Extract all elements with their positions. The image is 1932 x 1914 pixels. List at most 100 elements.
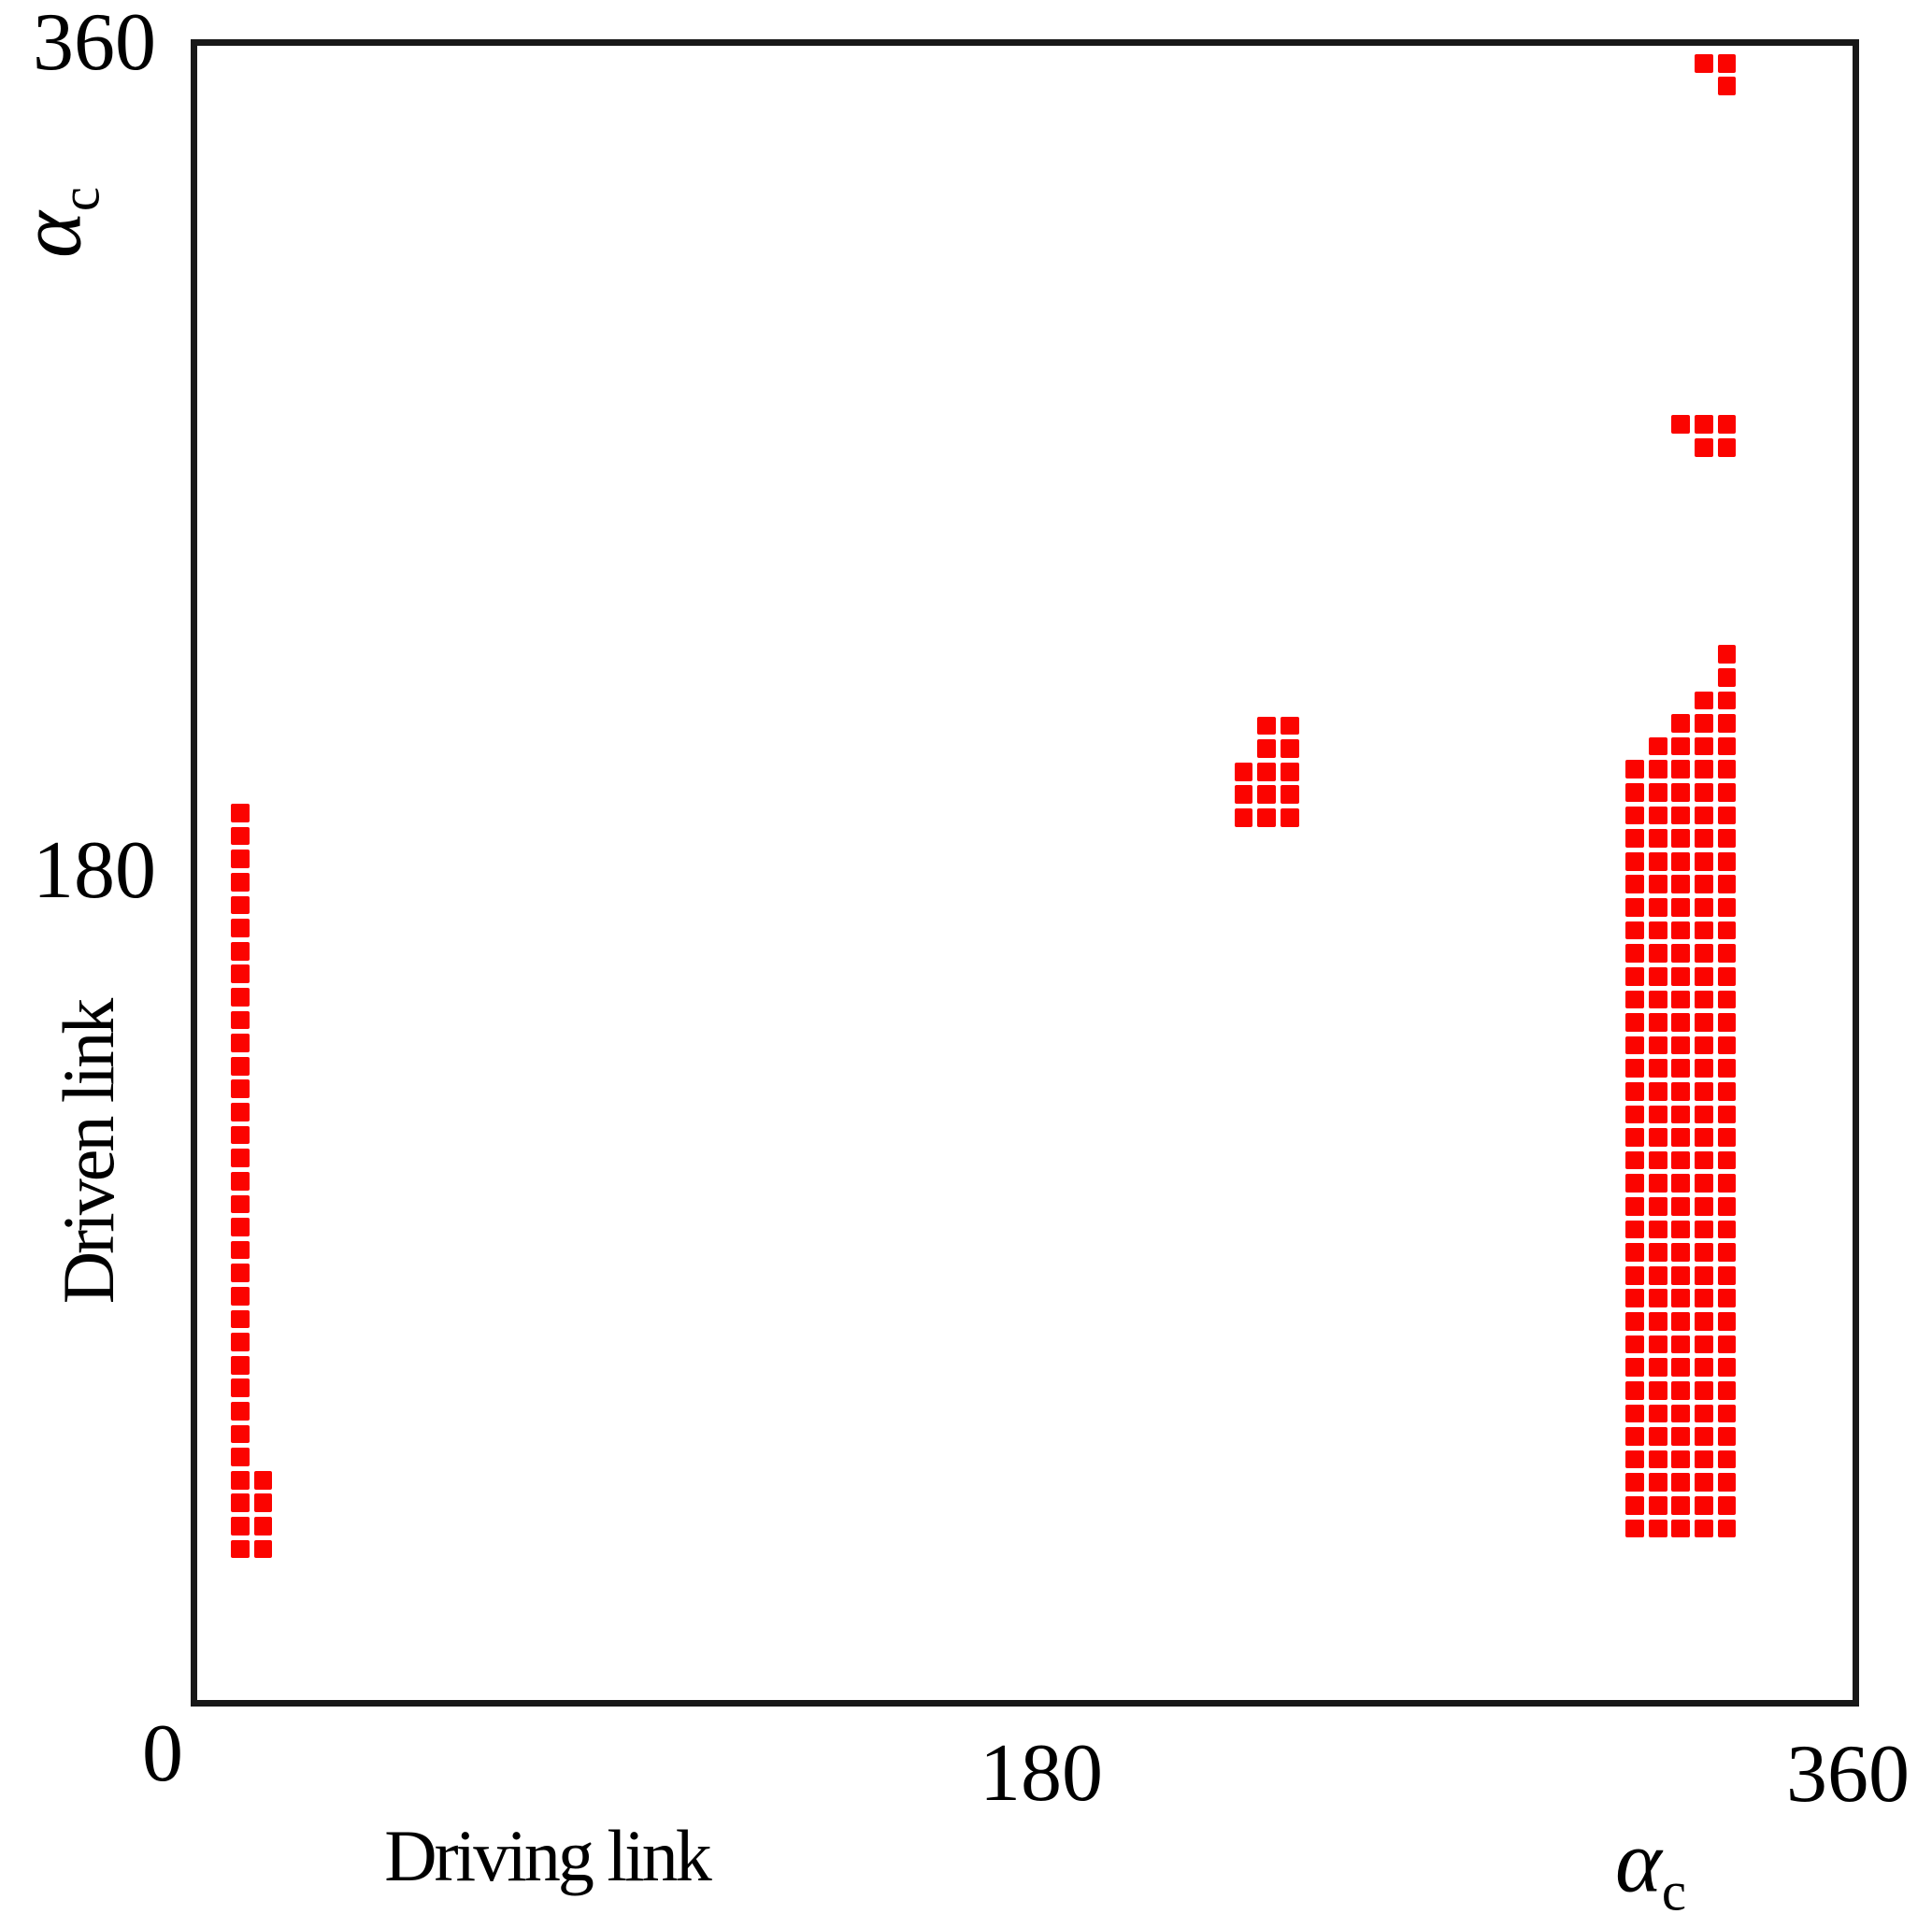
- data-point: [1671, 1404, 1691, 1423]
- data-point: [1695, 53, 1713, 73]
- y-axis-title: Driven link: [48, 1000, 129, 1305]
- plot-border: [191, 39, 1859, 1707]
- data-point: [1625, 1265, 1644, 1285]
- data-point: [230, 1355, 250, 1375]
- data-point: [230, 919, 250, 937]
- data-point: [1625, 1220, 1644, 1239]
- x-axis-symbol-subscript: c: [1661, 1861, 1687, 1914]
- data-point: [230, 1171, 250, 1191]
- data-point: [1717, 898, 1737, 917]
- data-point: [1671, 1036, 1691, 1055]
- data-point: [1671, 806, 1691, 825]
- data-point: [1717, 645, 1737, 664]
- data-point: [1695, 1174, 1713, 1193]
- data-point: [1648, 736, 1667, 756]
- data-point: [1648, 944, 1667, 963]
- x-axis-title: Driving link: [384, 1815, 711, 1896]
- y-axis-symbol: αc: [1, 187, 111, 258]
- data-point: [1671, 1265, 1691, 1285]
- data-point: [1717, 667, 1737, 687]
- data-point: [230, 872, 250, 892]
- data-point: [1648, 1013, 1667, 1032]
- data-point: [1648, 1495, 1667, 1515]
- data-point: [1280, 716, 1299, 736]
- data-point: [1671, 1128, 1691, 1147]
- data-point: [230, 964, 250, 984]
- data-point: [1717, 783, 1737, 802]
- data-point: [230, 1010, 250, 1030]
- data-point: [1648, 1473, 1667, 1493]
- data-point: [1625, 944, 1644, 963]
- data-point: [1695, 1289, 1713, 1308]
- data-point: [1695, 829, 1713, 848]
- data-point: [1234, 762, 1253, 781]
- data-point: [1695, 714, 1713, 733]
- data-point: [1695, 1265, 1713, 1285]
- data-point: [1671, 1059, 1691, 1078]
- data-point: [1671, 1495, 1691, 1515]
- data-point: [230, 1333, 250, 1351]
- data-point: [1625, 1059, 1644, 1078]
- data-point: [1695, 1150, 1713, 1170]
- data-point: [1717, 1265, 1737, 1285]
- data-point: [1625, 1013, 1644, 1032]
- x-axis-tick-0: 0: [142, 1708, 183, 1799]
- y-axis-symbol-base: α: [0, 211, 100, 259]
- data-point: [1648, 1174, 1667, 1193]
- data-point: [230, 941, 250, 961]
- data-point: [1671, 736, 1691, 756]
- data-point: [1625, 1473, 1644, 1493]
- data-point: [1625, 760, 1644, 779]
- data-point: [230, 1218, 250, 1236]
- data-point: [1648, 851, 1667, 871]
- data-point: [1717, 415, 1737, 434]
- data-point: [1695, 1427, 1713, 1446]
- data-point: [1648, 1265, 1667, 1285]
- data-point: [1717, 1013, 1737, 1032]
- data-point: [1625, 1197, 1644, 1216]
- data-point: [1717, 1174, 1737, 1193]
- data-point: [1717, 1105, 1737, 1124]
- data-point: [230, 1149, 250, 1167]
- y-axis-symbol-subscript: c: [50, 186, 111, 212]
- data-point: [1648, 1105, 1667, 1124]
- data-point: [1695, 898, 1713, 917]
- data-point: [1695, 875, 1713, 894]
- data-point: [1671, 1243, 1691, 1262]
- data-point: [1717, 1059, 1737, 1078]
- data-point: [1625, 1312, 1644, 1331]
- data-point: [1648, 829, 1667, 848]
- data-point: [230, 1194, 250, 1214]
- data-point: [230, 1034, 250, 1052]
- data-point: [1671, 415, 1691, 434]
- data-point: [1625, 1358, 1644, 1377]
- data-point: [230, 1539, 250, 1559]
- data-point: [1671, 1174, 1691, 1193]
- data-point: [1717, 1197, 1737, 1216]
- data-point: [1717, 921, 1737, 940]
- data-point: [1695, 1220, 1713, 1239]
- data-point: [1695, 1335, 1713, 1354]
- data-point: [1625, 898, 1644, 917]
- data-point: [1671, 714, 1691, 733]
- data-point: [1280, 739, 1299, 758]
- data-point: [1625, 1036, 1644, 1055]
- data-point: [1625, 851, 1644, 871]
- data-point: [1648, 1404, 1667, 1423]
- data-point: [1695, 736, 1713, 756]
- data-point: [253, 1470, 273, 1490]
- data-point: [1695, 1312, 1713, 1331]
- data-point: [1695, 851, 1713, 871]
- data-point: [1695, 1450, 1713, 1469]
- data-point: [1671, 1450, 1691, 1469]
- data-point: [1648, 875, 1667, 894]
- data-point: [1648, 1450, 1667, 1469]
- data-point: [1625, 1243, 1644, 1262]
- data-point: [1695, 1197, 1713, 1216]
- data-point: [1648, 760, 1667, 779]
- data-point: [1257, 808, 1276, 827]
- data-point: [1717, 1243, 1737, 1262]
- data-point: [1671, 760, 1691, 779]
- data-point: [1717, 1128, 1737, 1147]
